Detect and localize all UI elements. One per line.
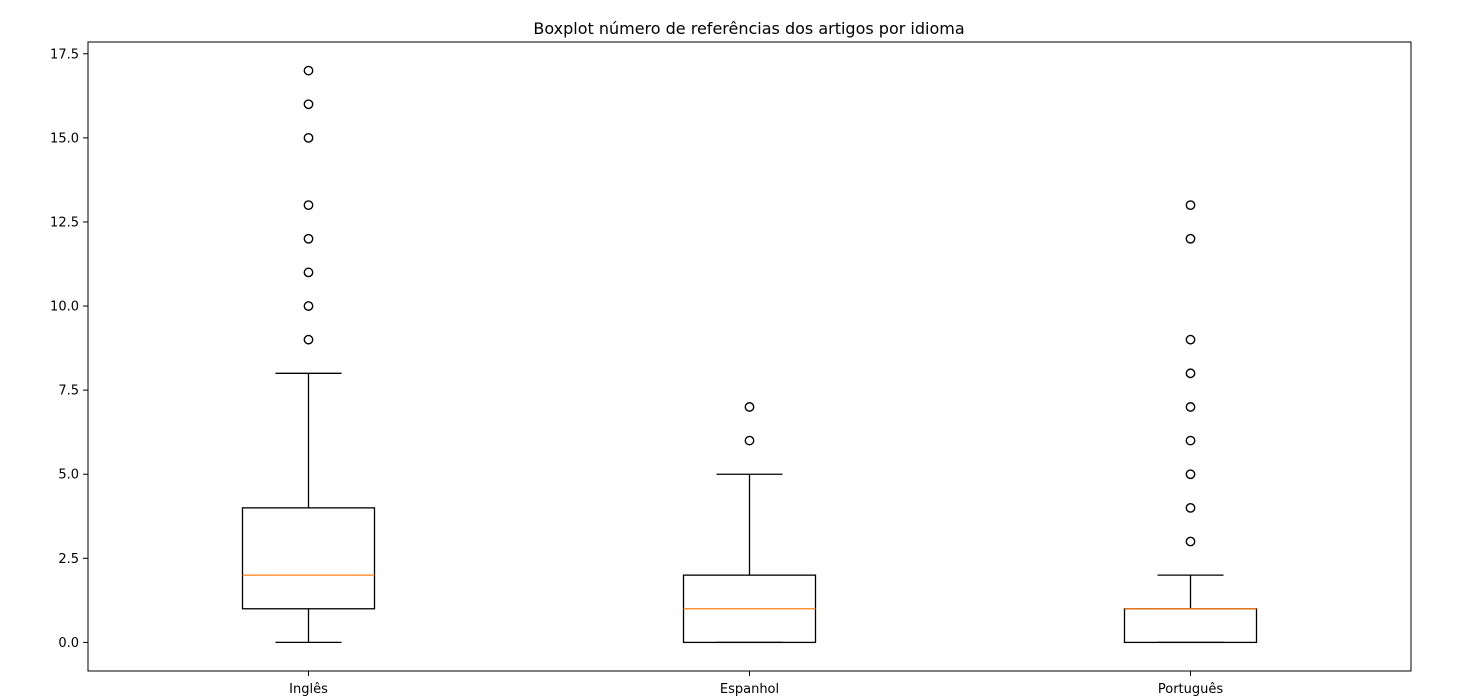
box: [1123, 608, 1258, 644]
outlier-point: [1185, 402, 1196, 412]
y-tick-label: 12.5: [50, 215, 79, 230]
outlier-point: [744, 402, 755, 412]
x-tick-label: Inglês: [289, 682, 328, 697]
outlier-point: [1185, 200, 1196, 211]
outlier-point: [303, 65, 314, 76]
y-tick-label: 7.5: [58, 384, 79, 399]
outlier-point: [1185, 502, 1196, 513]
outlier-point: [303, 99, 314, 110]
outlier-point: [744, 435, 755, 446]
axes-frame: [87, 41, 1412, 672]
y-tick-label: 2.5: [58, 552, 79, 567]
outlier-point: [303, 267, 314, 278]
y-tick-label: 5.0: [58, 468, 79, 483]
x-tick-label: Espanhol: [720, 682, 779, 697]
outlier-point: [303, 301, 314, 311]
outlier-point: [1185, 334, 1196, 345]
outlier-point: [1185, 536, 1196, 547]
box: [241, 507, 376, 610]
y-tick-label: 15.0: [50, 131, 79, 146]
outlier-point: [1185, 469, 1196, 480]
y-tick-label: 17.5: [50, 47, 79, 62]
outlier-point: [1185, 435, 1196, 446]
outlier-point: [303, 334, 314, 345]
outlier-point: [1185, 233, 1196, 244]
y-tick-label: 10.0: [50, 300, 79, 315]
x-tick-label: Português: [1158, 682, 1224, 697]
outlier-point: [303, 200, 314, 211]
outlier-point: [1185, 368, 1196, 379]
y-tick-label: 0.0: [58, 636, 79, 651]
outlier-point: [303, 132, 314, 143]
chart-title: Boxplot número de referências dos artigo…: [533, 19, 964, 38]
plot-area: 0.0 2.5 5.0 7.5 10.0 12.5 15.0 17.5 Inglês Espanh…: [50, 41, 1412, 697]
outlier-point: [303, 233, 314, 244]
